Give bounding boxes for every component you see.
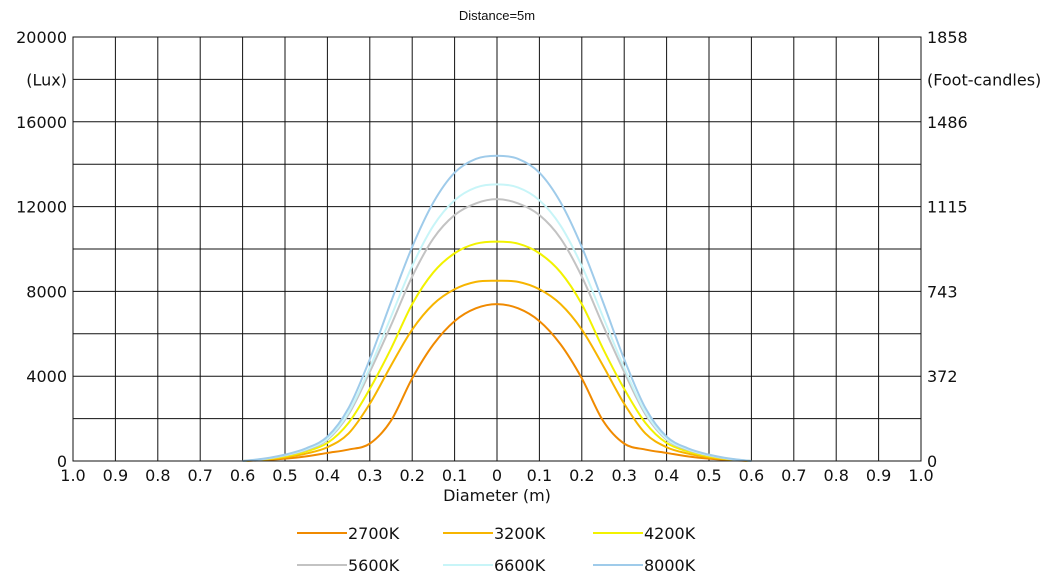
series-line-6600K	[242, 183, 752, 462]
x-tick-label: 0.9	[103, 466, 128, 485]
legend-label-6600K: 6600K	[494, 556, 546, 575]
x-axis-ticks: 1.0 0.9 0.8 0.7 0.6 0.5 0.4 0.3 0.2 0.1 0 0.1 0.2 0.3…	[60, 466, 933, 485]
series-line-2700K	[242, 303, 752, 462]
legend: 2700K 3200K 4200K 5600K 6600K 8000K	[297, 524, 696, 575]
y-right-tick-label: 1858	[927, 28, 968, 47]
y-right-tick-label: 372	[927, 367, 958, 386]
legend-label-2700K: 2700K	[348, 524, 400, 543]
right-axis-ticks: 0 372 743 1115 1486 1858	[927, 28, 968, 471]
legend-label-3200K: 3200K	[494, 524, 546, 543]
x-tick-label: 0.4	[315, 466, 340, 485]
series-curves	[242, 154, 752, 462]
x-tick-label: 0.1	[442, 466, 467, 485]
series-line-8000K	[242, 154, 752, 462]
y-right-tick-label: 1115	[927, 198, 968, 217]
plot-frame	[72, 36, 922, 462]
left-axis-ticks: 0 4000 8000 12000 16000 20000	[16, 28, 67, 471]
y-left-tick-label: 8000	[26, 282, 67, 301]
x-tick-label: 0.7	[781, 466, 806, 485]
grid	[73, 37, 921, 461]
x-tick-label: 0.8	[145, 466, 170, 485]
chart-title: Distance=5m	[459, 8, 535, 23]
x-tick-label: 0.9	[866, 466, 891, 485]
legend-label-5600K: 5600K	[348, 556, 400, 575]
x-tick-label: 1.0	[60, 466, 85, 485]
x-tick-label: 0.7	[187, 466, 212, 485]
x-axis-label: Diameter (m)	[443, 486, 551, 505]
x-tick-label: 0.8	[823, 466, 848, 485]
x-tick-label: 0.6	[739, 466, 764, 485]
legend-label-8000K: 8000K	[644, 556, 696, 575]
y-right-tick-label: 1486	[927, 113, 968, 132]
x-tick-label: 1.0	[908, 466, 933, 485]
x-tick-label: 0.5	[272, 466, 297, 485]
x-tick-label: 0.3	[611, 466, 636, 485]
y-left-tick-label: 4000	[26, 367, 67, 386]
x-tick-label: 0.3	[357, 466, 382, 485]
legend-label-4200K: 4200K	[644, 524, 696, 543]
x-tick-label: 0.6	[230, 466, 255, 485]
series-line-4200K	[242, 240, 752, 462]
right-axis-unit-label: (Foot-candles)	[927, 70, 1041, 89]
y-left-tick-label: 12000	[16, 198, 67, 217]
y-left-tick-label: 16000	[16, 113, 67, 132]
x-tick-label: 0.5	[696, 466, 721, 485]
x-tick-label: 0.1	[527, 466, 552, 485]
left-axis-unit-label: (Lux)	[26, 70, 67, 89]
y-right-tick-label: 0	[927, 452, 937, 471]
y-left-tick-label: 0	[57, 452, 67, 471]
x-tick-label: 0.2	[399, 466, 424, 485]
x-tick-label: 0	[492, 466, 502, 485]
x-tick-label: 0.4	[654, 466, 679, 485]
y-right-tick-label: 743	[927, 282, 958, 301]
series-line-3200K	[242, 279, 752, 462]
y-left-tick-label: 20000	[16, 28, 67, 47]
x-tick-label: 0.2	[569, 466, 594, 485]
